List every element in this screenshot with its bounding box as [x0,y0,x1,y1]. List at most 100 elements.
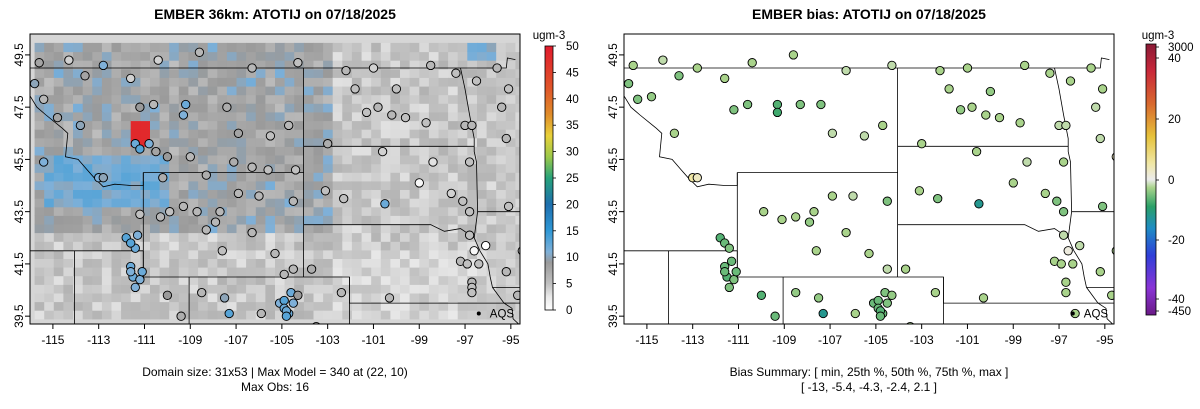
bias-point [1111,152,1114,161]
model-cell [303,129,315,139]
model-cell [82,241,93,251]
model-cell [419,155,430,165]
bias-point [981,110,991,120]
model-cell [63,206,74,216]
model-cell [342,42,353,53]
model-cell [44,120,55,130]
model-cell [332,284,343,294]
model-cell [342,249,353,259]
model-cell [150,189,161,199]
model-cell [448,206,459,216]
obs-point [451,68,461,78]
model-cell [400,215,411,225]
model-cell [169,223,180,234]
model-cell [226,163,238,173]
model-cell [92,292,103,303]
model-cell [332,275,343,285]
obs-point [391,84,402,94]
model-cell [207,77,218,87]
model-cell [82,180,93,190]
model-cell [246,180,257,190]
model-cell [101,155,113,165]
model-cell [111,215,122,225]
model-cell [438,301,449,311]
y-tick-label: 47.5 [12,95,26,119]
model-cell [226,223,238,234]
model-cell [255,206,266,216]
bias-point [944,84,954,94]
model-cell [419,111,430,122]
model-cell [92,68,103,78]
model-cell [380,258,391,268]
model-cell [246,86,257,96]
model-cell [34,215,45,225]
model-cell [101,249,113,259]
model-cell [101,137,113,147]
model-cell [351,120,363,130]
right-caption-line1: Bias Summary: [ min, 25th %, 50th %, 75t… [730,365,1009,379]
obs-point [194,47,205,57]
model-cell [409,129,420,139]
model-cell [198,206,209,216]
model-cell [44,86,55,96]
model-cell [505,232,516,242]
model-cell [409,301,420,311]
model-cell [198,60,209,70]
model-cell [73,267,84,277]
model-cell [236,155,247,165]
model-cell [351,163,363,173]
model-cell [284,51,295,61]
model-cell [438,42,449,53]
model-cell [198,249,209,259]
model-cell [169,310,180,320]
model-cell [101,241,113,251]
obs-point [162,290,173,300]
model-cell [294,137,305,147]
obs-point [464,207,475,217]
obs-point [288,298,298,308]
model-cell [400,258,411,268]
model-cell [198,86,209,96]
model-cell [255,86,266,96]
model-cell [226,111,238,122]
model-cell [275,137,286,147]
model-cell [275,180,286,190]
model-cell [246,129,257,139]
model-cell [284,94,295,104]
model-cell [226,275,238,285]
model-cell [284,60,295,70]
model-cell [457,292,468,303]
model-cell [323,68,334,78]
model-cell [525,310,535,319]
model-cell [53,284,64,294]
model-cell [525,138,535,147]
model-cell [217,146,228,156]
model-cell [428,301,440,311]
model-cell [477,189,488,199]
model-cell [515,241,520,251]
model-cell [342,180,353,190]
state-boundary [897,276,1098,304]
model-cell [73,258,84,268]
model-cell [198,189,209,199]
model-cell [332,258,343,268]
model-cell [457,129,468,139]
model-cell [265,137,276,147]
model-cell [140,129,151,139]
model-cell [419,129,430,139]
model-cell [63,172,74,182]
model-cell [371,163,382,173]
x-tick-label: -107 [818,333,842,347]
model-cell [236,215,247,225]
model-cell [207,180,218,190]
colorbar-tick-label: 50 [566,41,579,53]
bias-point [875,311,886,321]
model-cell [400,223,411,234]
model-cell [63,215,74,225]
model-cell [121,111,132,122]
model-cell [400,284,411,294]
model-cell [409,51,420,61]
model-cell [486,146,497,156]
model-cell [226,172,238,182]
model-cell [505,292,516,303]
